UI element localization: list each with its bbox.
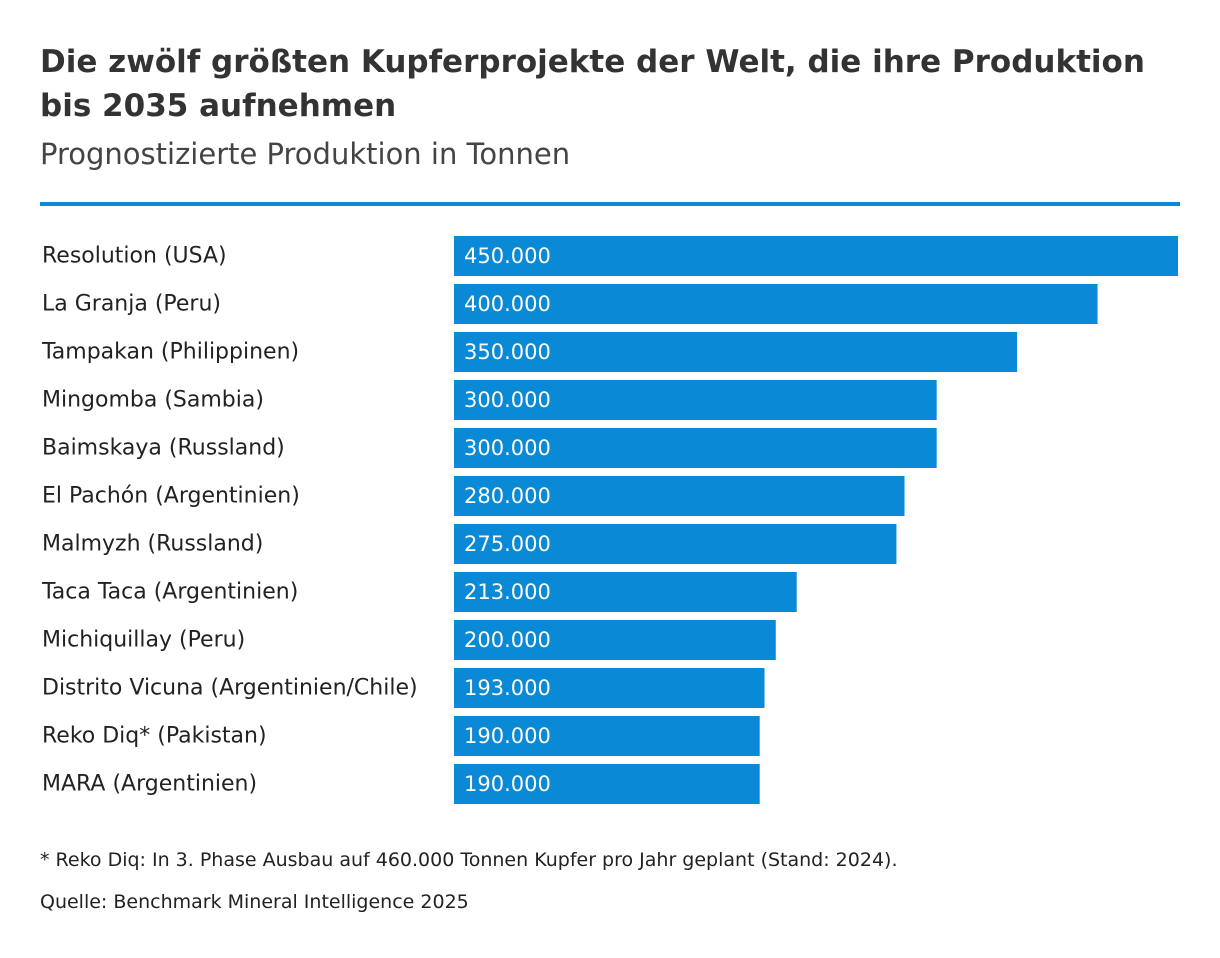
category-label: Michiquillay (Peru)	[42, 628, 245, 653]
category-label: Baimskaya (Russland)	[42, 436, 285, 461]
chart-footnote: * Reko Diq: In 3. Phase Ausbau auf 460.0…	[40, 849, 898, 871]
value-label: 300.000	[464, 388, 551, 412]
category-label: El Pachón (Argentinien)	[42, 484, 300, 509]
bar	[454, 428, 937, 468]
category-label: Reko Diq* (Pakistan)	[42, 724, 267, 749]
category-label: La Granja (Peru)	[42, 292, 221, 317]
chart-title: Die zwölf größten Kupferprojekte der Wel…	[40, 44, 1145, 124]
title-divider	[40, 202, 1180, 206]
bar-chart: Resolution (USA) 450.000 La Granja (Peru) 4…	[41, 236, 1178, 804]
bar	[454, 668, 765, 708]
value-label: 450.000	[464, 244, 551, 268]
value-label: 190.000	[464, 724, 551, 748]
value-label: 200.000	[464, 628, 551, 652]
value-label: 350.000	[464, 340, 551, 364]
bar	[454, 620, 776, 660]
value-label: 190.000	[464, 772, 551, 796]
bar	[454, 236, 1178, 276]
category-label: Resolution (USA)	[42, 244, 227, 269]
value-label: 300.000	[464, 436, 551, 460]
category-label: Distrito Vicuna (Argentinien/Chile)	[42, 676, 418, 701]
category-label: Mingomba (Sambia)	[42, 388, 264, 413]
value-label: 400.000	[464, 292, 551, 316]
category-label: MARA (Argentinien)	[42, 772, 257, 797]
bar	[454, 764, 760, 804]
chart-source: Quelle: Benchmark Mineral Intelligence 2…	[40, 891, 469, 913]
bar	[454, 380, 937, 420]
category-label: Taca Taca (Argentinien)	[41, 580, 298, 605]
value-label: 280.000	[464, 484, 551, 508]
chart-subtitle: Prognostizierte Produktion in Tonnen	[40, 137, 571, 171]
bar	[454, 284, 1098, 324]
bar	[454, 572, 797, 612]
bar	[454, 332, 1018, 372]
value-label: 213.000	[464, 580, 551, 604]
bar	[454, 524, 897, 564]
category-label: Malmyzh (Russland)	[42, 532, 263, 557]
bar	[454, 476, 905, 516]
bar	[454, 716, 760, 756]
category-label: Tampakan (Philippinen)	[41, 340, 299, 365]
value-label: 193.000	[464, 676, 551, 700]
value-label: 275.000	[464, 532, 551, 556]
